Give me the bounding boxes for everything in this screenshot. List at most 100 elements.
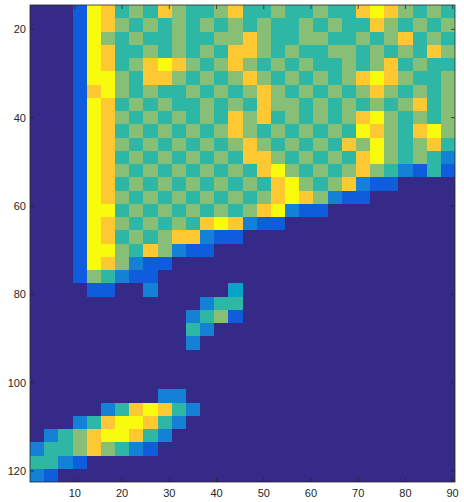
cell	[143, 257, 158, 271]
cell	[115, 98, 130, 112]
cell	[186, 244, 201, 258]
cell	[398, 350, 413, 364]
cell	[143, 270, 158, 284]
cell	[214, 442, 229, 456]
cell	[143, 191, 158, 205]
cell	[87, 310, 102, 324]
cell	[356, 58, 371, 72]
cell	[413, 230, 428, 244]
cell	[143, 389, 158, 403]
cell	[370, 177, 385, 191]
cell	[243, 456, 258, 470]
cell	[101, 403, 116, 417]
cell	[30, 18, 45, 32]
cell	[30, 71, 45, 85]
cell	[243, 350, 258, 364]
cell	[129, 363, 144, 377]
cell	[328, 456, 343, 470]
cell	[427, 98, 442, 112]
cell	[87, 5, 102, 19]
cell	[342, 244, 357, 258]
cell	[200, 376, 215, 390]
cell	[143, 32, 158, 46]
cell	[58, 111, 73, 125]
cell	[30, 403, 45, 417]
cell	[129, 217, 144, 231]
cell	[413, 217, 428, 231]
cell	[441, 363, 455, 377]
cell	[129, 5, 144, 19]
cell	[200, 18, 215, 32]
cell	[58, 138, 73, 152]
cell	[44, 376, 59, 390]
cell	[243, 416, 258, 430]
cell	[356, 310, 371, 324]
cell	[356, 416, 371, 430]
cell	[58, 71, 73, 85]
cell	[73, 230, 88, 244]
cell	[214, 230, 229, 244]
cell	[313, 18, 328, 32]
cell	[115, 244, 130, 258]
cell	[158, 403, 173, 417]
cell	[129, 151, 144, 165]
cell	[115, 469, 130, 482]
cell	[342, 363, 357, 377]
cell	[398, 376, 413, 390]
cell	[158, 283, 173, 297]
cell	[87, 389, 102, 403]
cell	[44, 403, 59, 417]
cell	[370, 283, 385, 297]
cell	[228, 217, 243, 231]
cell	[413, 111, 428, 125]
cell	[370, 323, 385, 337]
cell	[129, 376, 144, 390]
cell	[186, 164, 201, 178]
cell	[427, 429, 442, 443]
cell	[44, 204, 59, 218]
cell	[313, 350, 328, 364]
x-tick-label: 60	[305, 487, 317, 499]
cell	[313, 71, 328, 85]
cell	[172, 389, 187, 403]
cell	[384, 111, 399, 125]
cell	[44, 18, 59, 32]
cell	[384, 244, 399, 258]
cell	[285, 177, 300, 191]
cell	[228, 204, 243, 218]
cell	[413, 310, 428, 324]
cell	[158, 124, 173, 138]
cell	[370, 429, 385, 443]
cell	[398, 18, 413, 32]
cell	[299, 429, 314, 443]
cell	[214, 5, 229, 19]
cell	[172, 376, 187, 390]
cell	[299, 310, 314, 324]
cell	[342, 429, 357, 443]
x-tick	[405, 478, 406, 482]
cell	[271, 416, 286, 430]
cell	[370, 403, 385, 417]
cell	[115, 376, 130, 390]
cell	[313, 389, 328, 403]
cell	[257, 191, 272, 205]
cell	[342, 336, 357, 350]
cell	[158, 416, 173, 430]
cell	[129, 111, 144, 125]
cell	[186, 58, 201, 72]
cell	[427, 416, 442, 430]
cell	[73, 244, 88, 258]
cell	[129, 58, 144, 72]
cell	[115, 32, 130, 46]
cell	[129, 336, 144, 350]
cell	[143, 336, 158, 350]
x-tick-top	[358, 5, 359, 9]
cell	[370, 244, 385, 258]
cell	[271, 204, 286, 218]
cell	[115, 297, 130, 311]
x-tick-label: 80	[399, 487, 411, 499]
cell	[73, 45, 88, 59]
cell	[356, 389, 371, 403]
cell	[101, 18, 116, 32]
cell	[441, 98, 455, 112]
